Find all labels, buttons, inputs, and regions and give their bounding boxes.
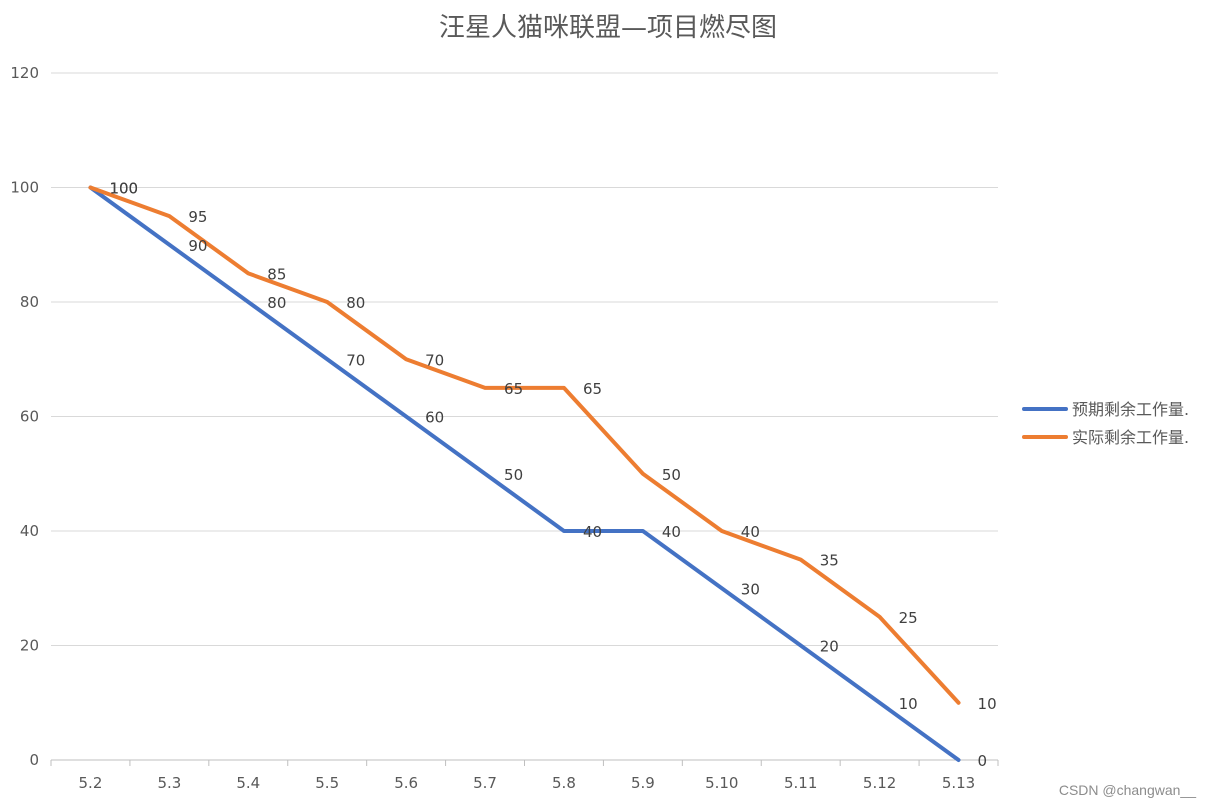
gridlines: [51, 72, 998, 646]
y-tick-label: 120: [10, 64, 39, 82]
y-tick-label: 80: [20, 293, 39, 311]
legend: 预期剩余工作量. 实际剩余工作量.: [1022, 400, 1189, 447]
series-lines: [88, 185, 961, 762]
series-line-2: [88, 185, 961, 705]
data-label: 60: [425, 409, 444, 427]
data-label: 20: [820, 638, 839, 656]
watermark: CSDN @changwan__: [1058, 782, 1196, 798]
data-label: 100: [109, 180, 138, 198]
data-label: 10: [899, 695, 918, 713]
data-label: 100: [109, 180, 138, 198]
data-label: 85: [267, 265, 286, 283]
data-label: 70: [346, 351, 365, 369]
y-tick-label: 60: [20, 408, 39, 426]
data-label: 80: [267, 294, 286, 312]
data-label: 80: [346, 294, 365, 312]
data-label: 25: [899, 609, 918, 627]
data-label: 65: [504, 380, 523, 398]
x-tick-label: 5.13: [942, 774, 975, 792]
x-tick-label: 5.8: [552, 774, 576, 792]
data-label: 0: [978, 752, 988, 770]
x-tick-label: 5.2: [79, 774, 103, 792]
x-tick-label: 5.11: [784, 774, 817, 792]
data-label: 95: [188, 208, 207, 226]
legend-label: 预期剩余工作量.: [1072, 400, 1189, 419]
series-line-1: [88, 185, 961, 762]
data-label: 70: [425, 351, 444, 369]
data-label: 40: [741, 523, 760, 541]
data-label: 90: [188, 237, 207, 255]
x-tick-label: 5.3: [157, 774, 181, 792]
data-label: 50: [662, 466, 681, 484]
y-tick-label: 40: [20, 522, 39, 540]
data-label: 35: [820, 552, 839, 570]
y-tick-label: 0: [29, 751, 39, 769]
y-tick-label: 100: [10, 179, 39, 197]
data-label: 40: [583, 523, 602, 541]
x-tick-label: 5.6: [394, 774, 418, 792]
x-tick-label: 5.10: [705, 774, 738, 792]
x-tick-label: 5.12: [863, 774, 896, 792]
x-tick-label: 5.7: [473, 774, 497, 792]
x-tick-label: 5.9: [631, 774, 655, 792]
data-label: 65: [583, 380, 602, 398]
chart-title: 汪星人猫咪联盟—项目燃尽图: [439, 13, 777, 43]
data-label: 50: [504, 466, 523, 484]
x-tick-label: 5.5: [315, 774, 339, 792]
x-tick-label: 5.4: [236, 774, 260, 792]
legend-label: 实际剩余工作量.: [1072, 428, 1189, 447]
y-tick-label: 20: [20, 637, 39, 655]
data-label: 40: [662, 523, 681, 541]
data-label: 30: [741, 580, 760, 598]
data-label: 10: [978, 695, 997, 713]
